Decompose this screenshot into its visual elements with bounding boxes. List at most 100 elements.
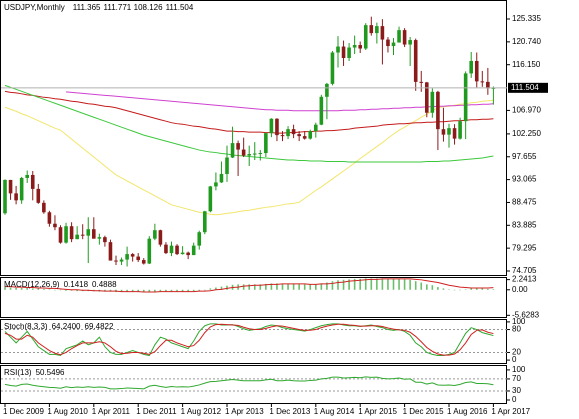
indicator-line [4,323,494,357]
candle-body [53,223,57,228]
x-tick-label: 1 Dec 2011 [136,407,177,416]
candle-body [42,202,46,213]
candle-body [352,45,357,48]
y-tick-label: -5.6283 [512,310,540,319]
candle-body [180,252,185,255]
histogram-bar [4,287,6,290]
histogram-bar [120,289,123,293]
candle-body [330,52,335,84]
histogram-bar [442,288,445,290]
histogram-bar [426,284,428,290]
y-tick-label: 80 [512,325,521,334]
histogram-bar [337,280,339,290]
candle-body [280,135,285,137]
candle-body [47,212,52,224]
y-tick-label: 30 [512,386,521,395]
histogram-bar [48,289,51,290]
candle-body [247,154,251,156]
histogram-bar [348,279,350,290]
candle-body [380,26,385,40]
candle-body [297,134,301,137]
candle-body [58,227,63,243]
histogram-bar [131,289,134,293]
candle-body [452,128,457,139]
histogram-bar [9,287,12,290]
x-tick-label: 1 Apr 2017 [491,407,530,416]
candle-body [8,179,13,194]
histogram-bar [165,289,167,292]
x-tick-label: 1 Dec 2009 [3,407,44,416]
symbol: USDJPY,Monthly [4,3,65,12]
candle-body [64,226,68,243]
histogram-bar [448,289,450,290]
candle-body [130,254,135,257]
x-tick-label: 1 Apr 2015 [358,407,397,416]
indicator-header: Stoch(8,3,3) 64.2400 69.4822 [4,322,114,331]
y-tick-label: 88.475 [512,198,537,207]
y-tick-label: 0 [512,355,517,364]
candle-body [69,226,74,240]
histogram-bar [187,289,189,292]
candle-body [319,96,324,125]
y-tick-label: 20 [512,348,521,357]
y-tick-label: 0.00 [512,285,528,294]
histogram-bar [204,289,206,291]
histogram-bar [142,289,145,293]
candle-body [164,244,168,254]
histogram-bar [276,283,278,290]
indicator-header: RSI(13) 50.5496 [4,368,65,377]
candle-body [153,230,157,239]
ohlc-value: 111.365 [73,3,101,12]
histogram-bar [54,289,56,291]
histogram-bar [242,284,245,290]
histogram-bar [309,284,312,290]
histogram-bar [364,278,367,290]
candle-body [208,186,213,212]
candle-body [375,26,379,34]
histogram-bar [437,287,439,290]
candle-body [275,118,279,136]
candle-body [186,252,190,256]
candle-body [203,211,207,233]
candle-body [175,245,179,255]
histogram-bar [470,288,472,290]
candle-body [25,174,29,178]
candle-body [92,229,96,239]
histogram-bar [37,288,40,290]
histogram-bar [181,289,184,292]
candle-body [341,46,346,58]
candle-body [419,81,424,83]
price-box-label: 111.504 [511,83,539,92]
candle-body [369,25,374,34]
y-tick-label: 120.740 [512,37,541,46]
indicator-name: Stoch(8,3,3) [4,322,48,331]
histogram-bar [253,284,256,290]
histogram-bar [320,283,323,290]
x-tick-label: 1 Dec 2015 [403,407,444,416]
x-tick-label: 1 Aug 2014 [314,407,355,416]
ohlc-value: 111.771 [104,3,132,12]
stoch-frame [0,319,507,364]
candle-body [125,254,129,260]
histogram-bar [148,289,151,292]
histogram-bar [31,288,34,290]
candle-body [302,136,307,139]
histogram-bar [403,279,406,290]
histogram-bar [303,284,306,290]
candle-body [447,128,451,135]
candle-body [308,131,313,139]
histogram-bar [215,287,217,290]
candle-body [197,232,202,246]
histogram-bar [381,278,384,290]
panel-frames [0,0,507,404]
candle-body [363,25,368,49]
candle-body [14,193,18,201]
histogram-bar [431,285,434,290]
candle-body [358,45,362,49]
candle-body [286,129,290,137]
histogram-bar [420,282,423,290]
price-box [508,82,548,93]
candle-body [114,260,118,262]
y-tick-label: 116.150 [512,60,541,69]
